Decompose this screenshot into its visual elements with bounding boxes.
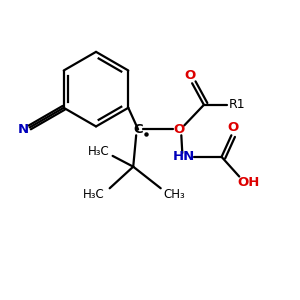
Text: O: O [184,69,196,82]
Text: O: O [228,121,239,134]
Text: C: C [133,123,143,136]
Text: N: N [17,123,28,136]
Text: R1: R1 [229,98,246,111]
Text: HN: HN [173,150,195,164]
Text: CH₃: CH₃ [164,188,185,201]
Text: H₃C: H₃C [88,146,110,158]
Text: H₃C: H₃C [83,188,105,201]
Text: O: O [174,123,185,136]
Text: OH: OH [238,176,260,189]
